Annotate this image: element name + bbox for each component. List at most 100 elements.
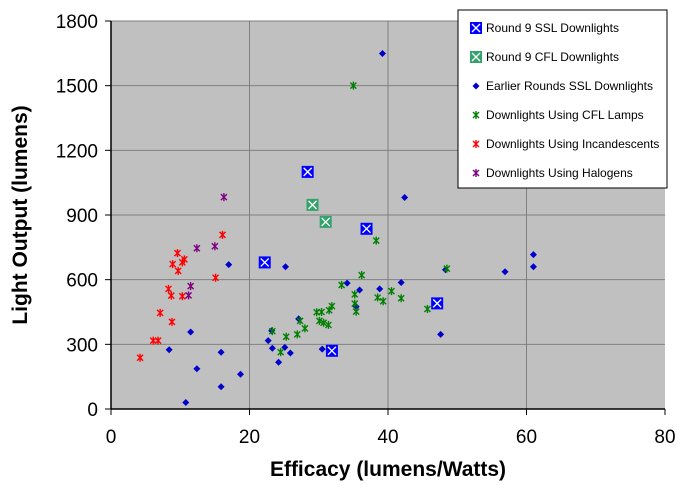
point-downlights-using-cfl-lamps <box>328 302 336 311</box>
point-downlights-using-incandescents <box>136 353 144 362</box>
point-downlights-using-halogens <box>220 193 228 202</box>
legend-marker-earlier-rounds-ssl-downlights <box>472 82 480 90</box>
point-downlights-using-incandescents <box>164 284 172 293</box>
point-downlights-using-cfl-lamps <box>324 320 332 329</box>
legend-label: Downlights Using Halogens <box>486 166 633 180</box>
legend-label: Downlights Using Incandescents <box>486 137 659 151</box>
legend-marker-downlights-using-cfl-lamps <box>472 111 480 119</box>
point-downlights-using-cfl-lamps <box>296 316 304 325</box>
point-earlier-rounds-ssl-downlights <box>343 279 351 287</box>
legend-item-downlights-using-cfl-lamps: Downlights Using CFL Lamps <box>472 108 644 122</box>
point-earlier-rounds-ssl-downlights <box>165 346 173 354</box>
point-earlier-rounds-ssl-downlights <box>236 370 244 378</box>
x-axis-title: Efficacy (lumens/Watts) <box>270 458 506 481</box>
point-earlier-rounds-ssl-downlights <box>378 50 386 58</box>
point-downlights-using-cfl-lamps <box>351 299 359 308</box>
point-round-9-ssl-downlights <box>301 165 314 178</box>
axes <box>105 20 666 415</box>
point-round-9-ssl-downlights <box>360 222 373 235</box>
x-tick-label: 40 <box>377 427 398 448</box>
point-downlights-using-incandescents <box>168 317 176 326</box>
point-earlier-rounds-ssl-downlights <box>286 349 294 357</box>
y-tick-label: 600 <box>66 271 98 292</box>
point-downlights-using-cfl-lamps <box>397 294 405 303</box>
y-axis-title: Light Output (lumens) <box>9 105 32 324</box>
point-downlights-using-halogens <box>193 244 201 253</box>
point-earlier-rounds-ssl-downlights <box>318 345 326 353</box>
point-downlights-using-cfl-lamps <box>282 332 290 341</box>
y-tick-label: 1800 <box>56 12 98 33</box>
point-downlights-using-cfl-lamps <box>318 308 326 316</box>
legend: Round 9 SSL Downlights Round 9 CFL Downli… <box>457 9 668 189</box>
point-downlights-using-incandescents <box>212 273 220 282</box>
point-downlights-using-incandescents <box>174 266 182 275</box>
legend-item-round-9-cfl-downlights: Round 9 CFL Downlights <box>470 50 619 64</box>
data-points <box>136 50 537 407</box>
point-downlights-using-incandescents <box>218 230 226 239</box>
point-earlier-rounds-ssl-downlights <box>182 399 190 407</box>
legend-label: Round 9 SSL Downlights <box>486 21 619 35</box>
point-downlights-using-cfl-lamps <box>358 271 366 280</box>
point-earlier-rounds-ssl-downlights <box>217 348 225 356</box>
point-downlights-using-cfl-lamps <box>423 304 431 313</box>
point-earlier-rounds-ssl-downlights <box>187 328 195 336</box>
legend-item-downlights-using-incandescents: Downlights Using Incandescents <box>472 137 659 151</box>
y-tick-label: 1200 <box>56 141 98 162</box>
point-earlier-rounds-ssl-downlights <box>401 194 409 202</box>
point-earlier-rounds-ssl-downlights <box>225 261 233 269</box>
point-downlights-using-cfl-lamps <box>277 348 285 357</box>
x-tick-labels: 0 20 40 60 80 <box>106 427 676 448</box>
point-earlier-rounds-ssl-downlights <box>217 383 225 391</box>
point-earlier-rounds-ssl-downlights <box>529 263 537 271</box>
y-tick-labels: 0 300 600 900 1200 1500 1800 <box>56 12 98 421</box>
x-tick-label: 60 <box>516 427 537 448</box>
legend-label: Earlier Rounds SSL Downlights <box>486 79 653 93</box>
point-round-9-ssl-downlights <box>431 297 444 310</box>
point-downlights-using-cfl-lamps <box>315 316 323 325</box>
point-downlights-using-cfl-lamps <box>374 293 382 302</box>
point-downlights-using-cfl-lamps <box>387 287 395 296</box>
legend-label: Downlights Using CFL Lamps <box>486 108 644 122</box>
legend-marker-downlights-using-halogens <box>472 169 480 177</box>
point-earlier-rounds-ssl-downlights <box>437 330 445 338</box>
point-downlights-using-cfl-lamps <box>301 324 309 333</box>
legend-label: Round 9 CFL Downlights <box>486 50 619 64</box>
y-tick-label: 300 <box>66 335 98 356</box>
y-tick-label: 900 <box>66 206 98 227</box>
point-downlights-using-incandescents <box>169 260 177 269</box>
point-earlier-rounds-ssl-downlights <box>397 278 405 286</box>
point-downlights-using-halogens <box>211 242 219 251</box>
point-downlights-using-halogens <box>187 282 195 291</box>
point-round-9-ssl-downlights <box>258 256 271 269</box>
point-downlights-using-incandescents <box>156 308 164 317</box>
point-earlier-rounds-ssl-downlights <box>275 358 283 366</box>
legend-marker-round-9-cfl-downlights <box>470 51 482 63</box>
point-earlier-rounds-ssl-downlights <box>376 285 384 293</box>
point-earlier-rounds-ssl-downlights <box>282 263 290 271</box>
legend-item-downlights-using-halogens: Downlights Using Halogens <box>472 166 633 180</box>
legend-item-round-9-ssl-downlights: Round 9 SSL Downlights <box>470 21 619 35</box>
x-tick-label: 20 <box>239 427 260 448</box>
point-downlights-using-incandescents <box>173 249 181 258</box>
point-downlights-using-incandescents <box>178 292 186 301</box>
point-downlights-using-cfl-lamps <box>268 327 276 336</box>
point-downlights-using-cfl-lamps <box>352 307 360 316</box>
legend-marker-downlights-using-incandescents <box>472 140 480 148</box>
point-earlier-rounds-ssl-downlights <box>193 365 201 373</box>
point-downlights-using-cfl-lamps <box>443 264 451 273</box>
point-downlights-using-incandescents <box>154 336 162 345</box>
point-round-9-cfl-downlights <box>306 198 319 211</box>
x-tick-label: 0 <box>106 427 117 448</box>
point-downlights-using-cfl-lamps <box>338 281 346 290</box>
point-earlier-rounds-ssl-downlights <box>529 251 537 259</box>
point-downlights-using-cfl-lamps <box>372 236 380 245</box>
point-downlights-using-cfl-lamps <box>325 306 333 315</box>
point-downlights-using-cfl-lamps <box>349 81 357 90</box>
point-downlights-using-incandescents <box>167 291 175 300</box>
point-downlights-using-halogens <box>185 291 193 300</box>
point-earlier-rounds-ssl-downlights <box>501 268 509 276</box>
point-downlights-using-cfl-lamps <box>320 318 328 327</box>
legend-item-earlier-rounds-ssl-downlights: Earlier Rounds SSL Downlights <box>472 79 653 93</box>
legend-marker-round-9-ssl-downlights <box>470 22 482 34</box>
